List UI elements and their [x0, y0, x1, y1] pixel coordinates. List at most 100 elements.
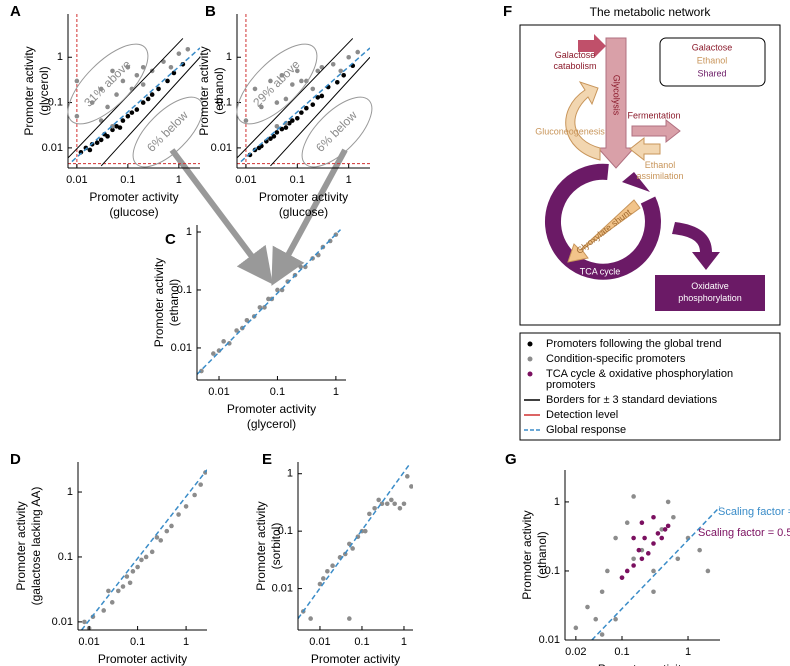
point: [268, 78, 273, 84]
point: [105, 134, 110, 139]
point: [346, 54, 351, 60]
point: [651, 541, 656, 546]
y-tick-label: 0.01: [52, 616, 73, 628]
point: [82, 619, 87, 625]
annotation: 6% below: [144, 108, 191, 155]
point: [154, 535, 160, 540]
legend-label: TCA cycle & oxidative phosphorylation: [546, 368, 733, 380]
point: [651, 589, 656, 595]
x-axis-label: Promoter activity: [227, 402, 316, 416]
legend-frame: [519, 332, 781, 441]
point: [130, 569, 136, 574]
x-tick-label: 0.1: [290, 174, 305, 186]
plot-area: [68, 14, 200, 168]
legend-marker: [527, 371, 533, 377]
legend-label: Global response: [546, 424, 626, 436]
point: [149, 92, 155, 97]
point: [310, 102, 316, 107]
tca-cycle: [545, 163, 661, 280]
point: [139, 557, 144, 563]
point: [268, 136, 273, 141]
point: [259, 104, 264, 110]
point: [125, 65, 131, 70]
legend-label: promoters: [546, 379, 596, 391]
annotation: Scaling factor = 0.28: [718, 506, 790, 518]
point: [401, 501, 407, 507]
panel-letter: D: [10, 451, 21, 468]
x-tick-label: 0.1: [614, 646, 629, 658]
y-axis-label: (glycerol): [37, 66, 51, 115]
point: [355, 49, 361, 55]
point: [274, 100, 280, 105]
point: [98, 86, 104, 92]
region-outline: [236, 43, 318, 125]
glycolysis-arrow: [596, 37, 636, 169]
panel-letter: F: [503, 3, 512, 20]
diagram-title: The metabolic network: [590, 5, 712, 19]
point: [74, 113, 80, 119]
y-tick-label: 0.01: [272, 582, 293, 594]
point: [367, 511, 372, 517]
x-axis-label: Promoter activity: [598, 662, 687, 666]
arrow: [271, 148, 348, 286]
point: [106, 588, 111, 594]
point: [283, 125, 289, 130]
y-tick-label: 1: [67, 486, 73, 498]
y-axis-label: Promoter activity: [197, 46, 211, 135]
point: [325, 568, 330, 574]
point: [599, 589, 605, 595]
point: [317, 581, 323, 587]
point: [105, 104, 110, 110]
point: [624, 520, 630, 526]
point: [613, 535, 618, 541]
x-axis-label: (glycerol): [247, 417, 296, 431]
point: [120, 584, 126, 589]
region-outline: [67, 43, 149, 125]
global-response: [240, 47, 370, 163]
point: [156, 86, 161, 92]
point: [274, 123, 280, 129]
point: [341, 72, 347, 78]
point: [165, 78, 170, 84]
point: [362, 528, 368, 534]
y-axis-label: Promoter activity: [22, 46, 36, 135]
point: [605, 568, 610, 574]
pathway-label: Galactose catabolism: [553, 50, 596, 71]
point: [573, 625, 579, 631]
point: [143, 554, 149, 560]
point: [185, 46, 191, 52]
point: [135, 564, 140, 570]
point: [639, 556, 645, 562]
point: [585, 604, 590, 610]
global-response: [298, 464, 410, 620]
oxphos-box: [655, 275, 765, 311]
y-tick-label: 0.01: [539, 634, 560, 646]
point: [639, 520, 645, 526]
point: [319, 93, 325, 99]
diagram-frame: [519, 24, 781, 326]
ethanol-assimilation-arrow: [629, 136, 661, 162]
x-axis-label: Promoter activity: [98, 652, 187, 666]
point: [287, 120, 292, 126]
point: [295, 115, 300, 121]
point: [252, 86, 258, 92]
point: [87, 147, 93, 153]
glyoxylate-arrow: [567, 199, 641, 263]
annotation: 31% above: [81, 57, 134, 110]
point: [74, 78, 80, 84]
global-response: [81, 469, 207, 630]
point: [164, 528, 170, 534]
point: [389, 497, 394, 503]
panel-letter: G: [505, 451, 517, 468]
x-tick-label: 1: [183, 636, 189, 648]
y-axis-label: Promoter activity: [152, 258, 166, 347]
x-axis-label: Promoter activity: [89, 190, 178, 204]
global-response: [197, 229, 342, 375]
plot-area: [237, 14, 370, 168]
point: [298, 264, 304, 270]
x-tick-label: 1: [346, 174, 352, 186]
point: [338, 68, 344, 74]
point: [631, 556, 636, 562]
point: [101, 608, 107, 613]
point: [176, 512, 181, 517]
